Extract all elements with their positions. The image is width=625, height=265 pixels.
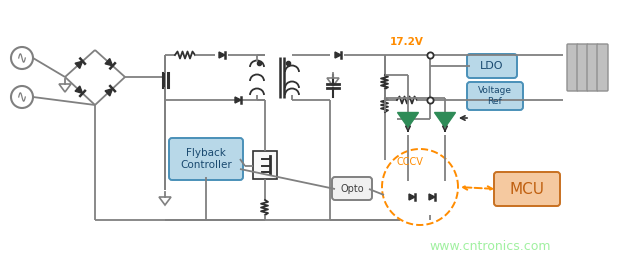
FancyBboxPatch shape <box>253 151 277 179</box>
Polygon shape <box>235 97 241 103</box>
FancyBboxPatch shape <box>467 82 523 110</box>
Text: 17.2V: 17.2V <box>390 37 424 47</box>
Polygon shape <box>335 52 341 58</box>
Text: Flyback
Controller: Flyback Controller <box>180 148 232 170</box>
Polygon shape <box>105 59 112 66</box>
Polygon shape <box>105 89 112 96</box>
Polygon shape <box>219 52 225 58</box>
FancyBboxPatch shape <box>567 44 578 91</box>
FancyBboxPatch shape <box>467 54 517 78</box>
Text: Voltage
Ref: Voltage Ref <box>478 86 512 106</box>
Polygon shape <box>434 113 456 127</box>
FancyBboxPatch shape <box>587 44 598 91</box>
FancyBboxPatch shape <box>577 44 588 91</box>
Text: www.cntronics.com: www.cntronics.com <box>429 241 551 254</box>
Polygon shape <box>75 86 82 93</box>
Text: MCU: MCU <box>509 182 544 197</box>
Text: Opto: Opto <box>340 183 364 193</box>
FancyBboxPatch shape <box>332 177 372 200</box>
Polygon shape <box>398 113 419 127</box>
Text: CCCV: CCCV <box>397 157 424 167</box>
Text: LDO: LDO <box>480 61 504 71</box>
Polygon shape <box>75 61 82 68</box>
Polygon shape <box>409 194 415 200</box>
FancyBboxPatch shape <box>494 172 560 206</box>
Polygon shape <box>429 194 435 200</box>
FancyBboxPatch shape <box>169 138 243 180</box>
FancyBboxPatch shape <box>597 44 608 91</box>
